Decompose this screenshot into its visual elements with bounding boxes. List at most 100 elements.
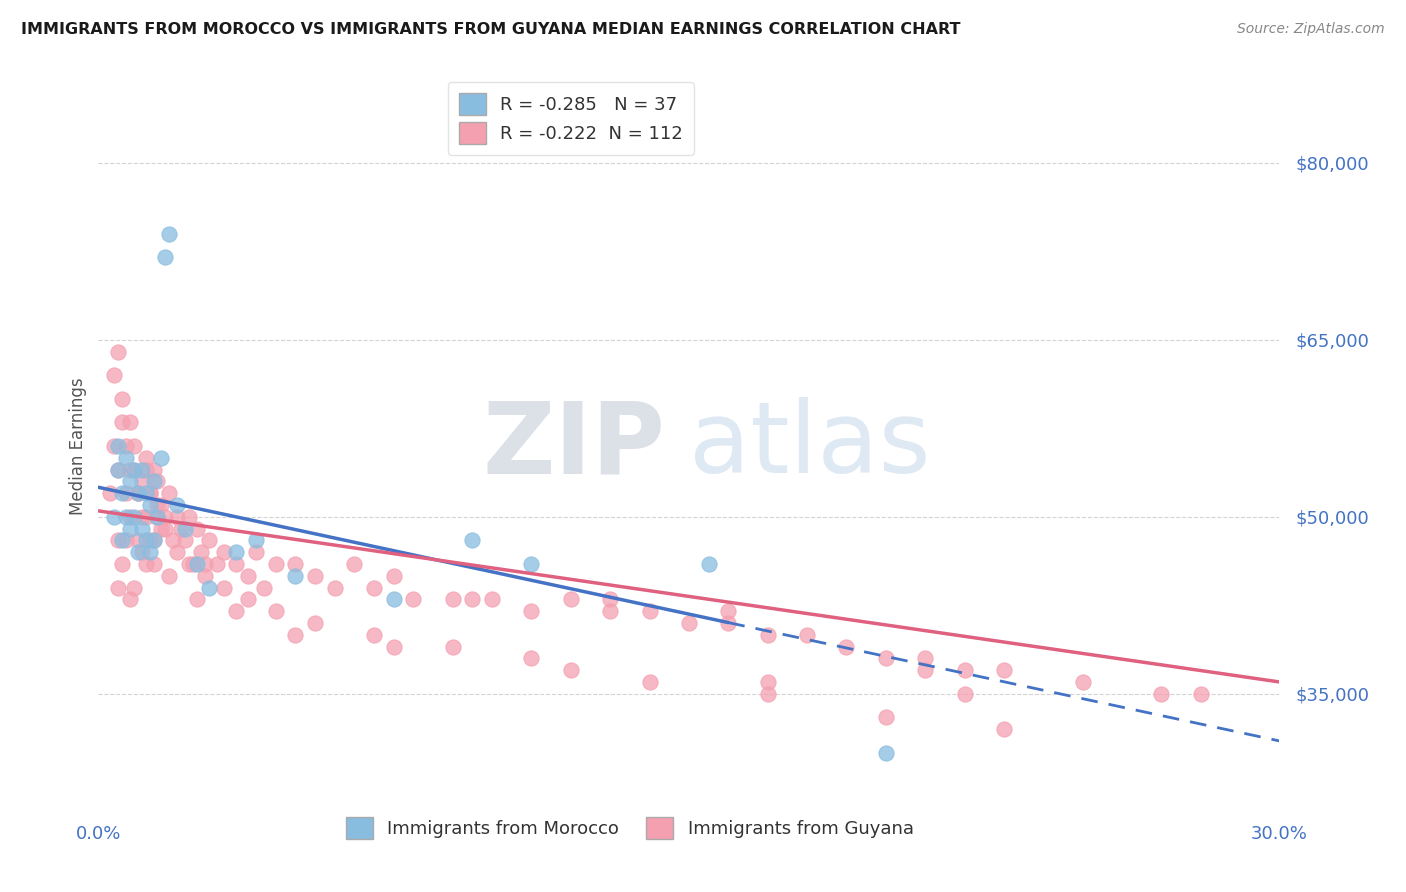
Point: [225, 557, 247, 571]
Point: [122, 462, 145, 476]
Point: [115, 439, 138, 453]
Point: [225, 545, 247, 559]
Point: [363, 581, 385, 595]
Point: [678, 615, 700, 630]
Point: [118, 416, 141, 430]
Point: [343, 557, 366, 571]
Point: [796, 628, 818, 642]
Point: [146, 498, 169, 512]
Point: [461, 533, 484, 548]
Point: [304, 568, 326, 582]
Point: [402, 592, 425, 607]
Point: [953, 663, 976, 677]
Point: [481, 592, 503, 607]
Point: [150, 522, 173, 536]
Point: [146, 509, 169, 524]
Point: [118, 522, 141, 536]
Point: [245, 533, 267, 548]
Point: [638, 604, 661, 618]
Point: [190, 545, 212, 559]
Point: [363, 628, 385, 642]
Point: [264, 557, 287, 571]
Point: [103, 509, 125, 524]
Point: [122, 509, 145, 524]
Point: [205, 557, 228, 571]
Point: [717, 604, 740, 618]
Point: [953, 687, 976, 701]
Point: [245, 545, 267, 559]
Point: [135, 486, 157, 500]
Point: [107, 462, 129, 476]
Point: [284, 628, 307, 642]
Point: [174, 522, 197, 536]
Point: [304, 615, 326, 630]
Point: [155, 250, 177, 264]
Point: [756, 687, 779, 701]
Point: [382, 568, 405, 582]
Point: [138, 498, 160, 512]
Point: [103, 439, 125, 453]
Point: [181, 557, 204, 571]
Point: [638, 675, 661, 690]
Point: [197, 533, 219, 548]
Point: [115, 533, 138, 548]
Point: [142, 475, 165, 489]
Point: [875, 651, 897, 665]
Point: [127, 486, 149, 500]
Point: [520, 604, 543, 618]
Point: [186, 522, 208, 536]
Point: [142, 533, 165, 548]
Point: [170, 522, 193, 536]
Point: [441, 592, 464, 607]
Point: [197, 581, 219, 595]
Point: [323, 581, 346, 595]
Point: [697, 557, 720, 571]
Point: [111, 486, 134, 500]
Point: [135, 462, 157, 476]
Point: [107, 581, 129, 595]
Point: [157, 227, 180, 241]
Point: [177, 509, 200, 524]
Point: [127, 545, 149, 559]
Text: IMMIGRANTS FROM MOROCCO VS IMMIGRANTS FROM GUYANA MEDIAN EARNINGS CORRELATION CH: IMMIGRANTS FROM MOROCCO VS IMMIGRANTS FR…: [21, 22, 960, 37]
Text: Source: ZipAtlas.com: Source: ZipAtlas.com: [1237, 22, 1385, 37]
Point: [157, 486, 180, 500]
Point: [118, 475, 141, 489]
Point: [717, 615, 740, 630]
Text: ZIP: ZIP: [482, 398, 665, 494]
Point: [127, 533, 149, 548]
Y-axis label: Median Earnings: Median Earnings: [69, 377, 87, 515]
Point: [253, 581, 276, 595]
Point: [127, 486, 149, 500]
Point: [993, 722, 1015, 736]
Point: [111, 557, 134, 571]
Point: [560, 663, 582, 677]
Point: [107, 462, 129, 476]
Point: [993, 663, 1015, 677]
Point: [142, 557, 165, 571]
Point: [194, 557, 217, 571]
Point: [236, 568, 259, 582]
Point: [122, 439, 145, 453]
Point: [236, 592, 259, 607]
Point: [599, 604, 621, 618]
Point: [131, 545, 153, 559]
Point: [115, 450, 138, 465]
Point: [174, 533, 197, 548]
Point: [382, 592, 405, 607]
Point: [756, 628, 779, 642]
Point: [756, 675, 779, 690]
Legend: Immigrants from Morocco, Immigrants from Guyana: Immigrants from Morocco, Immigrants from…: [339, 810, 921, 847]
Point: [138, 486, 160, 500]
Point: [155, 509, 177, 524]
Point: [111, 416, 134, 430]
Point: [107, 533, 129, 548]
Point: [194, 568, 217, 582]
Point: [111, 533, 134, 548]
Point: [111, 392, 134, 406]
Point: [155, 522, 177, 536]
Point: [103, 368, 125, 383]
Point: [135, 533, 157, 548]
Point: [560, 592, 582, 607]
Point: [1071, 675, 1094, 690]
